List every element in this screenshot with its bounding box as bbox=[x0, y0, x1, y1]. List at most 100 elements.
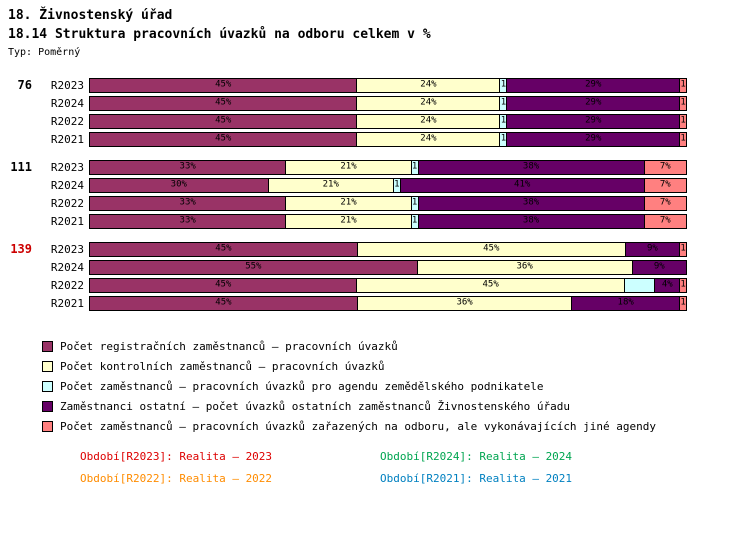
chart-row: R2024 45% 24% 1 29% 1 bbox=[0, 94, 750, 112]
segment-value-label: 38% bbox=[522, 215, 540, 226]
bar-segment-zemedelsky: 1 bbox=[500, 114, 508, 128]
chart-row: R2021 45% 24% 1 29% 1 bbox=[0, 130, 750, 148]
bar-segment-zemedelsky: 1 bbox=[500, 78, 508, 92]
legend-label: Počet registračních zaměstnanců – pracov… bbox=[60, 339, 398, 353]
group-number-label: 76 bbox=[17, 78, 32, 92]
segment-value-label: 21% bbox=[340, 161, 357, 172]
bar-segment-jine: 1 bbox=[680, 132, 687, 146]
segment-value-label: 1 bbox=[680, 243, 686, 254]
bar-segment-kontrolni: 24% bbox=[357, 96, 501, 110]
segment-value-label: 41% bbox=[514, 179, 531, 190]
segment-value-label: 1 bbox=[500, 133, 507, 144]
segment-value-label: 24% bbox=[420, 133, 437, 144]
bar-segment-kontrolni: 36% bbox=[417, 260, 633, 274]
chart-row: R2024 30% 21% 1 41% 7% bbox=[0, 176, 750, 194]
bar-segment-ostatni: 38% bbox=[418, 160, 645, 174]
bar-segment-registracni: 33% bbox=[90, 214, 287, 228]
segment-value-label: 1 bbox=[394, 179, 400, 190]
legend-label: Počet kontrolních zaměstnanců – pracovní… bbox=[60, 359, 385, 373]
segment-value-label: 1 bbox=[500, 79, 507, 90]
period-row-label: R2024 bbox=[50, 96, 84, 110]
chart-row: R2022 45% 24% 1 29% 1 bbox=[0, 112, 750, 130]
stacked-bar: 45% 36% 18% 1 bbox=[89, 295, 687, 311]
bar-segment-ostatni: 38% bbox=[418, 196, 645, 210]
segment-value-label: 1 bbox=[680, 97, 686, 108]
bar-segment-zemedelsky: 1 bbox=[411, 196, 419, 210]
bar-segment-jine: 1 bbox=[680, 242, 686, 256]
chart-row: 76 R2023 45% 24% 1 29% 1 bbox=[0, 76, 750, 94]
legend-swatch bbox=[42, 420, 53, 432]
bar-segment-ostatni: 4% bbox=[655, 278, 681, 292]
bar-segment-ostatni: 29% bbox=[507, 78, 681, 92]
legend-label: Zaměstnanci ostatní – počet úvazků ostat… bbox=[60, 399, 570, 413]
chart-group: 111 R2023 33% 21% 1 38% 7% R2024 30% 21% 1 41% 7% R20… bbox=[0, 158, 750, 230]
bar-segment-registracni: 45% bbox=[90, 96, 358, 110]
bar-segment-ostatni: 38% bbox=[418, 214, 645, 228]
segment-value-label: 29% bbox=[585, 133, 602, 144]
segment-value-label: 33% bbox=[179, 197, 196, 208]
segment-value-label: 24% bbox=[420, 115, 437, 126]
segment-value-label: 9% bbox=[646, 243, 658, 254]
segment-value-label: 36% bbox=[516, 261, 533, 272]
bar-segment-kontrolni: 24% bbox=[357, 114, 501, 128]
bar-segment-jine: 7% bbox=[644, 160, 686, 174]
stacked-bar: 45% 24% 1 29% 1 bbox=[89, 77, 687, 93]
bar-segment-kontrolni: 21% bbox=[286, 196, 412, 210]
chart-row: R2022 33% 21% 1 38% 7% bbox=[0, 194, 750, 212]
bar-segment-ostatni: 18% bbox=[572, 296, 681, 310]
segment-value-label: 7% bbox=[659, 197, 671, 208]
segment-value-label: 1 bbox=[680, 133, 686, 144]
bar-segment-ostatni: 9% bbox=[625, 242, 681, 256]
period-legend: Období[R2023]: Realita – 2023 Období[R202… bbox=[80, 450, 750, 485]
segment-value-label: 36% bbox=[456, 297, 473, 308]
segment-value-label: 18% bbox=[617, 297, 634, 308]
chart-row: 111 R2023 33% 21% 1 38% 7% bbox=[0, 158, 750, 176]
segment-value-label: 29% bbox=[585, 115, 602, 126]
chart-row: R2021 33% 21% 1 38% 7% bbox=[0, 212, 750, 230]
segment-value-label: 29% bbox=[585, 97, 602, 108]
period-row-label: R2023 bbox=[50, 78, 84, 92]
segment-value-label: 45% bbox=[215, 279, 232, 290]
segment-value-label: 29% bbox=[585, 79, 602, 90]
segment-value-label: 1 bbox=[500, 115, 507, 126]
segment-value-label: 45% bbox=[483, 243, 500, 254]
bar-segment-zemedelsky: 1 bbox=[411, 160, 419, 174]
bar-segment-zemedelsky: 1 bbox=[411, 214, 419, 228]
segment-value-label: 30% bbox=[170, 179, 187, 190]
bar-segment-registracni: 45% bbox=[90, 78, 358, 92]
stacked-bar: 45% 24% 1 29% 1 bbox=[89, 113, 687, 129]
bar-segment-kontrolni: 21% bbox=[286, 160, 412, 174]
legend-label: Počet zaměstnanců – pracovních úvazků pr… bbox=[60, 379, 544, 393]
bar-segment-jine: 7% bbox=[644, 196, 686, 210]
stacked-bar: 45% 24% 1 29% 1 bbox=[89, 95, 687, 111]
chart-title: 18.14 Struktura pracovních úvazků na odb… bbox=[8, 27, 431, 42]
segment-value-label: 45% bbox=[215, 243, 232, 254]
chart-row: R2024 55% 36% 9% bbox=[0, 258, 750, 276]
bar-segment-registracni: 33% bbox=[90, 160, 287, 174]
bar-segment-jine: 1 bbox=[680, 78, 687, 92]
segment-value-label: 21% bbox=[340, 197, 357, 208]
segment-value-label: 21% bbox=[322, 179, 339, 190]
bar-segment-ostatni: 41% bbox=[400, 178, 645, 192]
bar-segment-ostatni: 29% bbox=[507, 114, 681, 128]
segment-value-label: 1 bbox=[680, 79, 686, 90]
chart-row: R2022 45% 45% 4% 1 bbox=[0, 276, 750, 294]
segment-value-label: 21% bbox=[340, 215, 357, 226]
segment-value-label: 1 bbox=[680, 115, 686, 126]
stacked-bar: 33% 21% 1 38% 7% bbox=[89, 213, 687, 229]
bar-segment-ostatni: 9% bbox=[632, 260, 686, 274]
segment-value-label: 7% bbox=[659, 215, 671, 226]
segment-value-label: 1 bbox=[500, 97, 507, 108]
stacked-bar: 45% 45% 9% 1 bbox=[89, 241, 687, 257]
segment-value-label: 38% bbox=[522, 197, 540, 208]
bar-segment-jine: 7% bbox=[644, 178, 686, 192]
segment-value-label: 24% bbox=[420, 97, 437, 108]
segment-value-label: 7% bbox=[659, 161, 671, 172]
segment-value-label: 45% bbox=[215, 297, 232, 308]
period-row-label: R2021 bbox=[50, 214, 84, 228]
legend-swatch bbox=[42, 360, 53, 372]
chart-type-label: Typ: Poměrný bbox=[8, 47, 81, 58]
group-number-label: 111 bbox=[10, 160, 32, 174]
period-legend-item: Období[R2022]: Realita – 2022 bbox=[80, 472, 273, 485]
segment-value-label: 9% bbox=[653, 261, 665, 272]
